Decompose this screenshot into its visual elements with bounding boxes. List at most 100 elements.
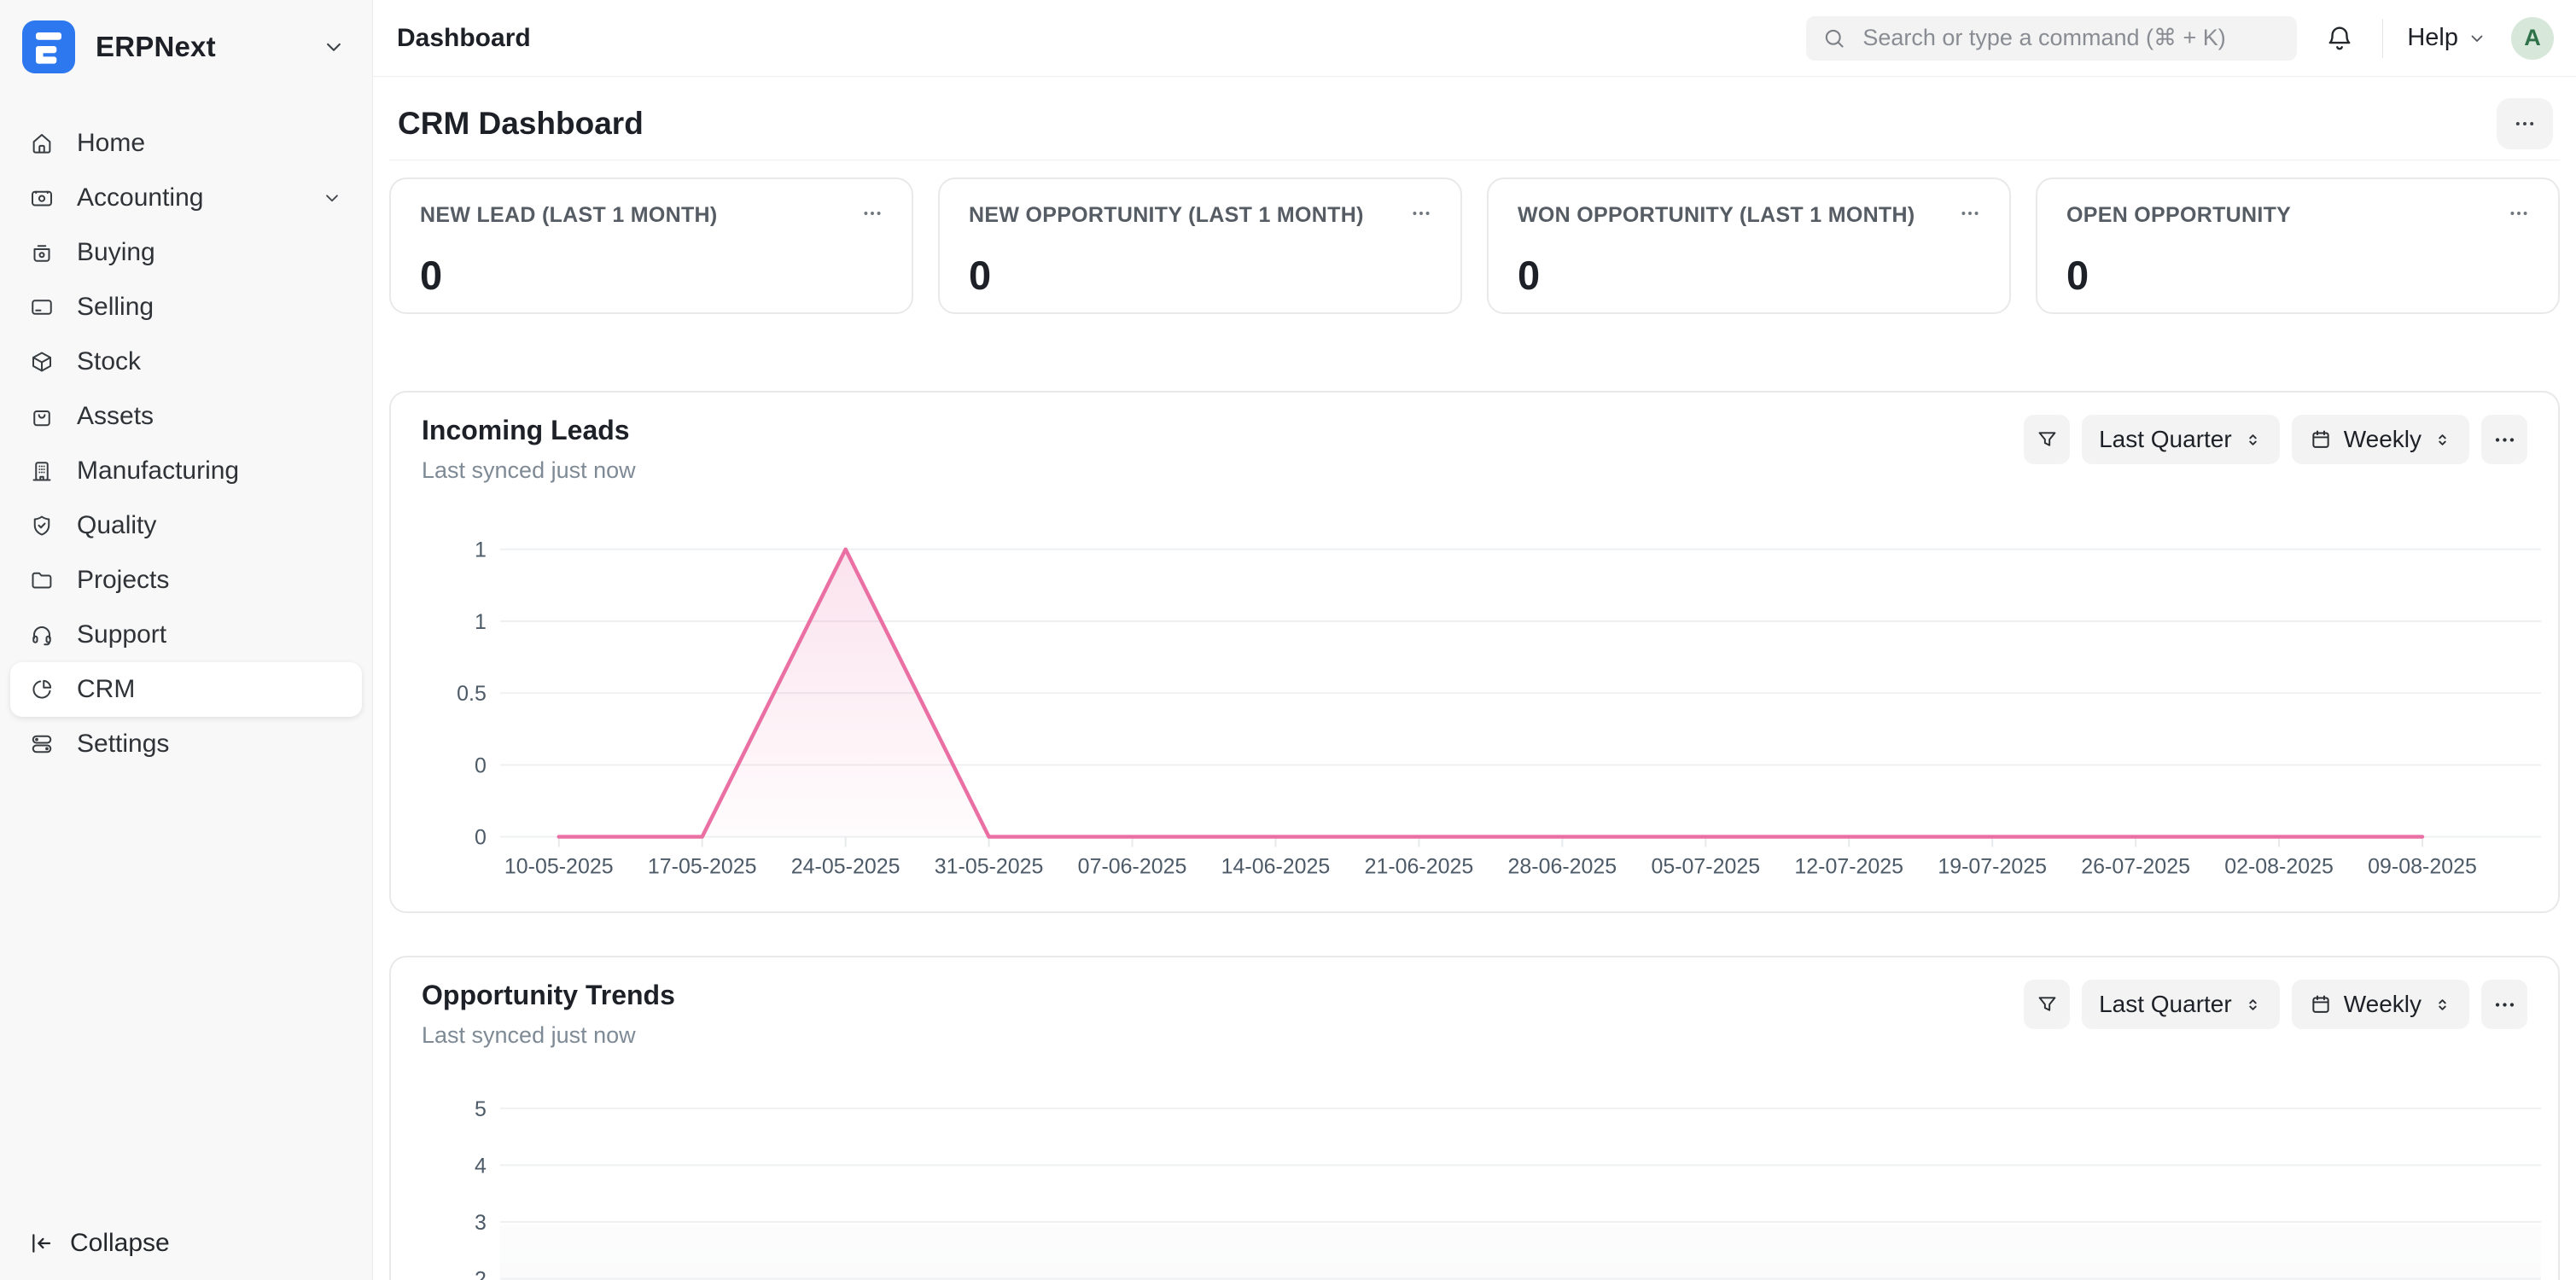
chart-range-value: Last Quarter [2099,426,2232,452]
select-arrows-icon [2439,998,2446,1010]
settings-icon [29,731,55,757]
sidebar-item-label: CRM [77,675,136,703]
sidebar-item-quality[interactable]: Quality [10,498,362,553]
sidebar-item-label: Projects [77,566,170,594]
svg-text:05-07-2025: 05-07-2025 [1651,854,1760,878]
avatar-letter: A [2524,25,2541,50]
chart-range-select[interactable]: Last Quarter [2082,980,2280,1029]
number-card-open-opportunity: OPEN OPPORTUNITY 0 [2036,177,2560,314]
global-search[interactable] [1806,15,2298,61]
sidebar-item-label: Stock [77,347,142,375]
sidebar-collapse-button[interactable]: Collapse [0,1207,372,1280]
help-menu-button[interactable]: Help [2407,24,2487,52]
sidebar-item-label: Accounting [77,183,204,212]
sidebar-item-manufacturing[interactable]: Manufacturing [10,444,362,498]
chart-interval-value: Weekly [2343,426,2422,452]
chart-head: Incoming Leads Last synced just now Last… [422,415,2527,484]
sidebar-item-label: Home [77,129,146,157]
erpnext-logo-icon [22,20,75,73]
chart-filter-button[interactable] [2024,415,2071,464]
ellipsis-icon [2495,437,2514,442]
select-arrows-icon [2439,433,2446,445]
sidebar-item-stock[interactable]: Stock [10,335,362,389]
ellipsis-icon [864,212,881,215]
opportunity-trends-plot: 5 4 3 2 [475,1097,2542,1280]
ellipsis-icon [1413,212,1430,215]
select-arrows-icon [2248,998,2257,1010]
chart-controls: Last Quarter Weekly [2024,415,2527,464]
card-menu-button[interactable] [855,200,889,227]
card-value: 0 [969,253,992,298]
sidebar-item-projects[interactable]: Projects [10,553,362,608]
svg-text:17-05-2025: 17-05-2025 [648,854,757,878]
ellipsis-icon [2515,122,2534,125]
topbar-divider [2382,18,2384,58]
dashboard-content: CRM Dashboard NEW LEAD (LAST 1 MONTH) 0 … [373,77,2576,1280]
chart-interval-select[interactable]: Weekly [2291,415,2469,464]
chart-range-value: Last Quarter [2099,991,2232,1017]
card-menu-button[interactable] [2502,200,2536,227]
sidebar-item-assets[interactable]: Assets [10,389,362,444]
card-value: 0 [420,253,443,298]
sidebar-item-selling[interactable]: Selling [10,280,362,335]
card-value: 0 [2066,253,2089,298]
chart-filter-button[interactable] [2024,980,2071,1029]
chart-titles: Incoming Leads Last synced just now [422,415,636,484]
sidebar-item-label: Assets [77,402,154,430]
calendar-icon [2312,995,2329,1013]
quality-icon [29,513,55,538]
sidebar-item-settings[interactable]: Settings [10,717,362,771]
brand-name: ERPNext [96,31,216,62]
svg-text:28-06-2025: 28-06-2025 [1508,854,1617,878]
chart-menu-button[interactable] [2481,980,2527,1029]
main-area: Dashboard Help A [373,0,2576,1280]
number-card-won-opportunity: WON OPPORTUNITY (LAST 1 MONTH) 0 [1487,177,2011,314]
sidebar-item-support[interactable]: Support [10,608,362,662]
sidebar-item-home[interactable]: Home [10,116,362,171]
chart-interval-select[interactable]: Weekly [2291,980,2469,1029]
manufacturing-icon [29,458,55,484]
chart-title: Incoming Leads [422,415,630,445]
support-icon [29,622,55,648]
home-icon [29,131,55,156]
filter-icon [2038,996,2055,1011]
sidebar-item-buying[interactable]: Buying [10,225,362,280]
sidebar-item-crm[interactable]: CRM [10,662,362,717]
topbar-right: Help A [1806,15,2554,61]
incoming-leads-chart-card: Incoming Leads Last synced just now Last… [389,391,2560,913]
avatar[interactable]: A [2511,16,2554,60]
svg-text:09-08-2025: 09-08-2025 [2368,854,2477,878]
card-menu-button[interactable] [1953,200,1987,227]
chart-menu-button[interactable] [2481,415,2527,464]
svg-text:19-07-2025: 19-07-2025 [1938,854,2047,878]
chart-title: Opportunity Trends [422,980,675,1010]
calendar-icon [2312,430,2329,448]
breadcrumb[interactable]: Dashboard [397,23,531,52]
crm-icon [29,677,55,702]
sidebar-item-accounting[interactable]: Accounting [10,171,362,225]
svg-text:0: 0 [475,826,487,850]
card-label: NEW OPPORTUNITY (LAST 1 MONTH) [969,203,1364,227]
card-label: OPEN OPPORTUNITY [2066,203,2292,227]
sidebar: ERPNext Home Accounting Buying [0,0,373,1280]
svg-text:1: 1 [475,538,487,562]
card-value: 0 [1518,253,1541,298]
select-arrows-icon [2248,433,2257,445]
svg-text:21-06-2025: 21-06-2025 [1365,854,1474,878]
chart-last-synced: Last synced just now [422,457,636,483]
svg-text:31-05-2025: 31-05-2025 [935,854,1044,878]
chart-range-select[interactable]: Last Quarter [2082,415,2280,464]
dashboard-menu-button[interactable] [2497,98,2553,149]
assets-icon [29,404,55,429]
number-card-new-lead: NEW LEAD (LAST 1 MONTH) 0 [389,177,913,314]
notifications-button[interactable] [2321,20,2358,57]
sidebar-item-label: Support [77,620,167,649]
search-input[interactable] [1861,24,2282,52]
card-menu-button[interactable] [1404,200,1438,227]
svg-text:3: 3 [475,1211,487,1235]
svg-text:5: 5 [475,1097,487,1121]
chevron-down-icon [321,187,343,209]
sidebar-item-label: Selling [77,293,154,321]
sidebar-item-label: Manufacturing [77,457,240,485]
app-switcher[interactable]: ERPNext [0,0,372,73]
